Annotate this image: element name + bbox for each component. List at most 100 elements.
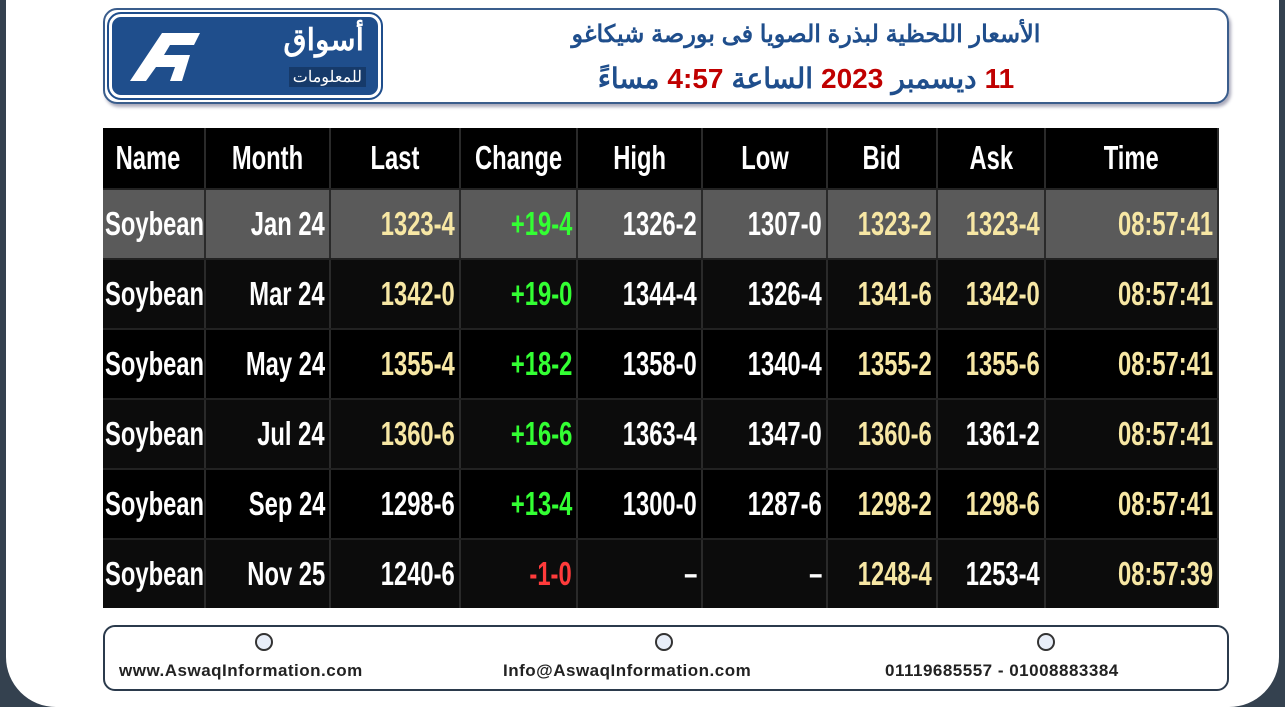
- card: أسواق للمعلومات الأسعار اللحظية لبذرة ال…: [6, 0, 1279, 707]
- cell-text: Soybean: [105, 555, 205, 592]
- cell: 08:57:41: [1046, 470, 1219, 538]
- cell-text: 1323-4: [381, 205, 455, 242]
- cell-text: 1347-0: [748, 415, 822, 452]
- cell: –: [703, 540, 828, 608]
- cell: 1298-2: [828, 470, 938, 538]
- cell-text: 1326-4: [748, 275, 822, 312]
- cell-text: 08:57:41: [1117, 205, 1213, 242]
- cell-text: Soybean: [105, 345, 205, 382]
- cell: Name: [103, 128, 206, 188]
- cell: 1358-0: [578, 330, 703, 398]
- table-row: Soybean Nov 25 1240-6 -1-0– –1248-4 1253-4 08:…: [103, 538, 1219, 608]
- phone-icon: [1037, 633, 1055, 651]
- cell-text: 08:57:39: [1117, 555, 1213, 592]
- cell: Soybean: [103, 470, 206, 538]
- mail-icon: [655, 633, 673, 651]
- logo-title: أسواق: [283, 24, 364, 57]
- cell: Bid: [828, 128, 938, 188]
- cell-text: Time: [1103, 139, 1160, 176]
- cell-text: 1326-2: [623, 205, 697, 242]
- email: Info@AswaqInformation.com: [503, 661, 752, 680]
- cell: 1323-2: [828, 190, 938, 258]
- cell: Low: [703, 128, 828, 188]
- cell: +19-0: [461, 260, 578, 328]
- cell-text: Name: [115, 139, 181, 176]
- cell-text: 08:57:41: [1117, 415, 1213, 452]
- cell: Month: [206, 128, 331, 188]
- cell: 1323-4: [938, 190, 1046, 258]
- cell-text: Low: [740, 139, 789, 176]
- cell-text: 1298-2: [858, 485, 932, 522]
- title: الأسعار اللحظية لبذرة الصويا فى بورصة شي…: [571, 21, 1041, 48]
- cell: 1326-2: [578, 190, 703, 258]
- header-row: Name Month Last Change High Low Bid Ask Time: [103, 128, 1219, 188]
- cell: 1287-6: [703, 470, 828, 538]
- cell: 1344-4: [578, 260, 703, 328]
- cell: 1355-6: [938, 330, 1046, 398]
- subtitle-part: الساعة: [731, 63, 814, 94]
- logo-mark: [130, 33, 200, 81]
- cell-text: 1323-2: [858, 205, 932, 242]
- header: أسواق للمعلومات الأسعار اللحظية لبذرة ال…: [103, 8, 1229, 104]
- cell: 1340-4: [703, 330, 828, 398]
- logo: أسواق للمعلومات: [107, 12, 383, 100]
- cell: 1323-4: [331, 190, 461, 258]
- cell-text: Change: [474, 139, 563, 176]
- cell-text: 08:57:41: [1117, 485, 1213, 522]
- cell-text: High: [613, 139, 666, 176]
- cell: +16-6: [461, 400, 578, 468]
- cell: Mar 24: [206, 260, 331, 328]
- phone: 01119685557 - 01008883384: [885, 661, 1119, 680]
- cell-text: 1248-4: [858, 555, 932, 592]
- subtitle-part: 11: [984, 63, 1015, 94]
- cell-text: 1355-6: [966, 345, 1040, 382]
- cell: 1363-4: [578, 400, 703, 468]
- cell: 08:57:41: [1046, 330, 1219, 398]
- cell: +18-2: [461, 330, 578, 398]
- cell: 1360-6: [331, 400, 461, 468]
- subtitle-part: 4:57: [667, 63, 724, 94]
- cell-text: -1-0: [529, 555, 572, 592]
- cell-text: Soybean: [105, 275, 205, 312]
- cell-text: +16-6: [510, 415, 572, 452]
- cell: 1298-6: [331, 470, 461, 538]
- cell-text: 1342-0: [966, 275, 1040, 312]
- cell-text: 1287-6: [748, 485, 822, 522]
- cell: 08:57:41: [1046, 190, 1219, 258]
- cell-text: 1340-4: [748, 345, 822, 382]
- cell-text: Sep 24: [248, 485, 325, 522]
- cell: -1-0: [461, 540, 578, 608]
- cell-text: 1358-0: [623, 345, 697, 382]
- cell-text: +19-0: [510, 275, 572, 312]
- cell: Soybean: [103, 190, 206, 258]
- cell-text: Last: [370, 139, 420, 176]
- cell-text: 1363-4: [623, 415, 697, 452]
- cell-text: 1240-6: [381, 555, 455, 592]
- table-row: Soybean May 24 1355-4 +18-2 1358-0 1340-4 1355…: [103, 328, 1219, 398]
- table-row: Soybean Mar 24 1342-0 +19-0 1344-4 1326-4 1341…: [103, 258, 1219, 328]
- cell-text: 1307-0: [748, 205, 822, 242]
- cell-text: 1300-0: [623, 485, 697, 522]
- cell: 1253-4: [938, 540, 1046, 608]
- cell: 1347-0: [703, 400, 828, 468]
- cell: –: [578, 540, 703, 608]
- cell: 08:57:41: [1046, 400, 1219, 468]
- cell: Soybean: [103, 540, 206, 608]
- cell: 1355-2: [828, 330, 938, 398]
- cell: Jul 24: [206, 400, 331, 468]
- cell-text: 1360-6: [858, 415, 932, 452]
- cell-text: Soybean: [105, 415, 205, 452]
- subtitle-part: ديسمبر: [891, 63, 977, 94]
- cell: Soybean: [103, 260, 206, 328]
- cell-text: Bid: [862, 139, 902, 176]
- cell: Time: [1046, 128, 1219, 188]
- cell: 1300-0: [578, 470, 703, 538]
- cell-text: 1360-6: [381, 415, 455, 452]
- cell: May 24: [206, 330, 331, 398]
- cell-text: 08:57:41: [1117, 275, 1213, 312]
- cell-text: 1253-4: [966, 555, 1040, 592]
- cell: 1361-2: [938, 400, 1046, 468]
- cell-text: Nov 25: [247, 555, 325, 592]
- cell-text: Soybean: [105, 485, 205, 522]
